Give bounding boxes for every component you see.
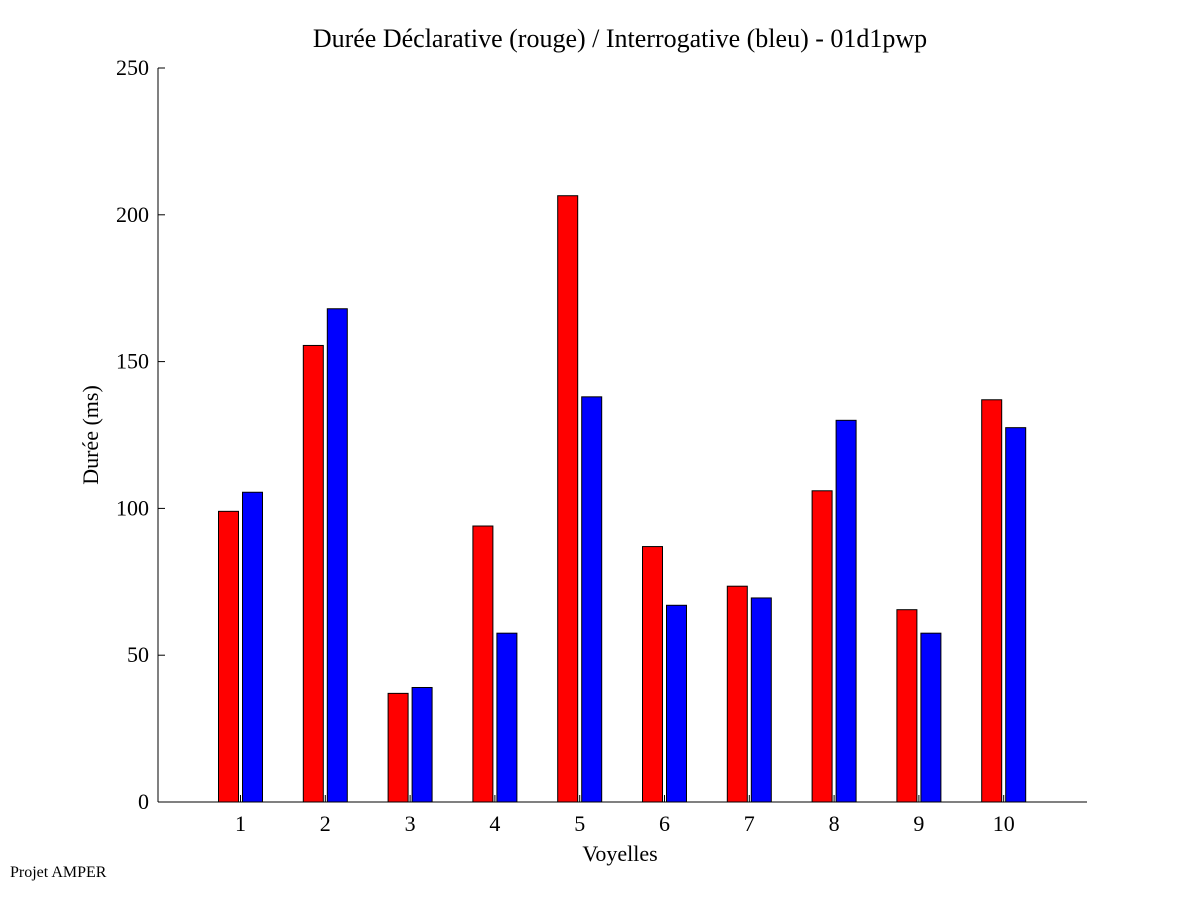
bar-interrogative — [582, 397, 602, 802]
bar-interrogative — [1006, 428, 1026, 802]
bar-interrogative — [921, 633, 941, 802]
chart-title: Durée Déclarative (rouge) / Interrogativ… — [313, 24, 927, 53]
footer-label: Projet AMPER — [10, 864, 106, 882]
x-tick-label: 9 — [913, 811, 924, 836]
bar-chart: Durée Déclarative (rouge) / Interrogativ… — [0, 0, 1201, 901]
bar-declarative — [303, 345, 323, 802]
bar-declarative — [473, 526, 493, 802]
bars-group — [219, 196, 1026, 802]
bar-declarative — [727, 586, 747, 802]
bar-declarative — [558, 196, 578, 802]
x-tick-label: 2 — [320, 811, 331, 836]
bar-interrogative — [836, 420, 856, 802]
y-axis-label: Durée (ms) — [78, 385, 103, 485]
x-tick-label: 4 — [489, 811, 500, 836]
bar-interrogative — [243, 492, 263, 802]
bar-interrogative — [667, 605, 687, 802]
bar-declarative — [643, 547, 663, 802]
bar-interrogative — [751, 598, 771, 802]
x-axis-label: Voyelles — [582, 841, 657, 866]
x-tick-label: 10 — [993, 811, 1015, 836]
y-tick-label: 0 — [138, 789, 149, 814]
x-tick-label: 8 — [829, 811, 840, 836]
y-tick-label: 250 — [116, 55, 149, 80]
bar-declarative — [982, 400, 1002, 802]
axes-group — [158, 68, 1087, 802]
x-tick-label: 3 — [405, 811, 416, 836]
bar-interrogative — [497, 633, 517, 802]
bar-declarative — [812, 491, 832, 802]
x-tick-label: 1 — [235, 811, 246, 836]
y-tick-label: 200 — [116, 202, 149, 227]
y-tick-label: 50 — [127, 642, 149, 667]
bar-interrogative — [412, 687, 432, 802]
bar-declarative — [388, 693, 408, 802]
bar-declarative — [219, 511, 239, 802]
bar-declarative — [897, 610, 917, 802]
x-tick-label: 5 — [574, 811, 585, 836]
y-tick-label: 150 — [116, 349, 149, 374]
bar-interrogative — [327, 309, 347, 802]
y-tick-label: 100 — [116, 495, 149, 520]
x-tick-label: 6 — [659, 811, 670, 836]
x-tick-label: 7 — [744, 811, 755, 836]
